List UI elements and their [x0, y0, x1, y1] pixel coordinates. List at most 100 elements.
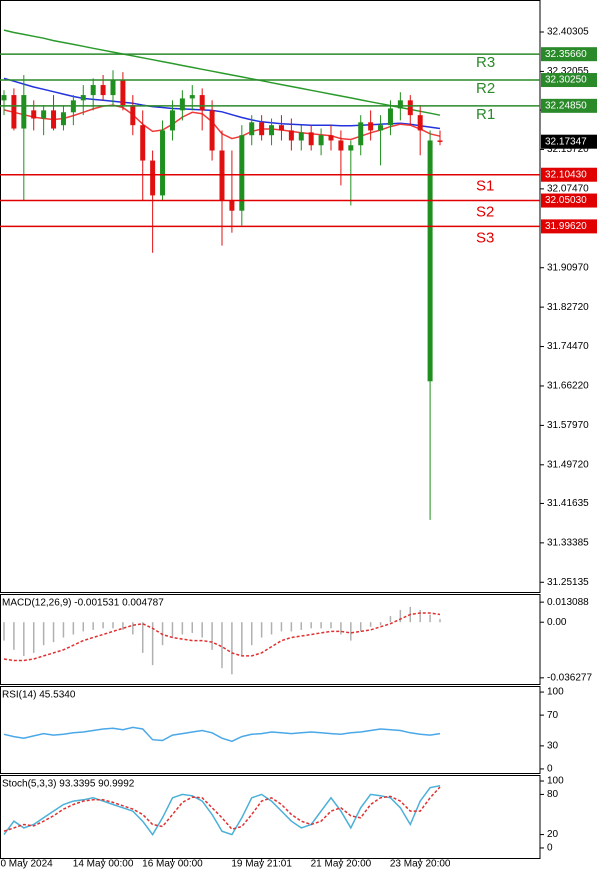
candle-body: [130, 105, 136, 126]
last-price-label: 32.17347: [545, 136, 587, 147]
candle-body: [60, 112, 66, 126]
indicator-line: [3, 29, 441, 116]
level-name: S2: [476, 204, 494, 221]
x-tick-label: 19 May 21:01: [231, 859, 292, 870]
y-tick-label: 0: [547, 764, 553, 775]
level-name: S3: [476, 229, 494, 246]
candle-body: [199, 95, 205, 111]
y-tick-label: 31.66220: [547, 381, 589, 392]
candle-body: [417, 115, 423, 131]
y-tick-label: 80: [547, 789, 559, 800]
candle-body: [11, 95, 17, 129]
candle-body: [189, 95, 195, 99]
y-tick-label: 31.33385: [547, 537, 589, 548]
candle-body: [387, 108, 393, 126]
y-tick-label: 100: [547, 687, 564, 698]
candle-body: [239, 135, 245, 211]
y-tick-label: 31.74470: [547, 341, 589, 352]
level-price-box: [541, 167, 597, 182]
level-price-box: [541, 219, 597, 234]
level-price-box: [541, 193, 597, 208]
y-tick-label: 32.32055: [547, 66, 589, 77]
candle-body: [41, 110, 47, 119]
candle-body: [269, 125, 275, 136]
level-name: R2: [476, 80, 495, 97]
candle-body: [51, 110, 57, 129]
candle-body: [437, 140, 443, 142]
y-tick-label: 31.25135: [547, 577, 589, 588]
y-tick-label: 70: [547, 710, 559, 721]
candle-body: [318, 135, 324, 146]
y-tick-label: 0.013088: [547, 597, 589, 608]
level-price-box: [541, 98, 597, 113]
candle-body: [150, 160, 156, 196]
y-tick-label: 31.90970: [547, 262, 589, 273]
candle-body: [338, 140, 344, 151]
y-tick-label: 31.49720: [547, 459, 589, 470]
x-tick-label: 14 May 00:00: [73, 859, 134, 870]
y-tick-label: 32.07470: [547, 184, 589, 195]
candle-body: [298, 132, 304, 141]
level-price-box: [541, 73, 597, 88]
y-tick-label: 30: [547, 741, 559, 752]
level-price-label: 32.05030: [545, 195, 587, 206]
candle-body: [368, 122, 374, 131]
x-tick-label: 16 May 00:00: [142, 859, 203, 870]
candle-body: [31, 110, 37, 119]
indicator-line: [3, 612, 441, 662]
candle-body: [249, 122, 255, 136]
candle-body: [308, 132, 314, 146]
indicator-line: [3, 77, 441, 130]
candle-body: [160, 130, 166, 196]
panel-frame: [0, 0, 541, 593]
candle-body: [90, 85, 96, 96]
candle-body: [169, 110, 175, 131]
y-tick-label: 32.40305: [547, 27, 589, 38]
candle-body: [348, 145, 354, 151]
panel-frame: [0, 594, 541, 685]
indicator-title: Stoch(5,3,3) 93.3395 90.9992: [2, 779, 135, 790]
candle-body: [1, 95, 7, 101]
panel-frame: [0, 775, 541, 859]
candle-body: [358, 122, 364, 146]
candle-body: [278, 125, 284, 131]
level-price-box: [541, 47, 597, 62]
x-tick-label: 21 May 20:00: [311, 859, 372, 870]
level-price-label: 31.99620: [545, 221, 587, 232]
level-price-label: 32.24850: [545, 100, 587, 111]
last-price-box: [541, 134, 597, 149]
candle-body: [259, 122, 265, 136]
candle-body: [219, 150, 225, 201]
candle-body: [397, 100, 403, 109]
indicator-title: MACD(12,26,9) -0.001531 0.004787: [2, 598, 164, 609]
candle-body: [80, 95, 86, 101]
x-tick-label: 10 May 2024: [0, 859, 53, 870]
candle-body: [100, 85, 106, 96]
candle-body: [179, 98, 185, 111]
candle-body: [209, 110, 215, 151]
x-tick-label: 23 May 20:00: [390, 859, 451, 870]
y-tick-label: 32.15720: [547, 144, 589, 155]
candle-body: [21, 95, 27, 129]
candle-body: [288, 130, 294, 141]
y-tick-label: 31.82720: [547, 302, 589, 313]
candle-body: [407, 100, 413, 116]
level-price-label: 32.30250: [545, 75, 587, 86]
y-tick-label: 31.41635: [547, 498, 589, 509]
y-tick-label: 31.57970: [547, 420, 589, 431]
candle-body: [110, 80, 116, 96]
level-name: R3: [476, 54, 495, 71]
indicator-title: RSI(14) 45.5340: [2, 690, 76, 701]
candle-body: [229, 200, 235, 211]
level-name: S1: [476, 178, 494, 195]
y-tick-label: 20: [547, 829, 559, 840]
candle-body: [140, 125, 146, 161]
level-price-label: 32.35660: [545, 49, 587, 60]
candle-body: [378, 125, 384, 131]
level-name: R1: [476, 106, 495, 123]
level-price-label: 32.10430: [545, 169, 587, 180]
candle-body: [120, 80, 126, 106]
panel-frame: [0, 686, 541, 774]
